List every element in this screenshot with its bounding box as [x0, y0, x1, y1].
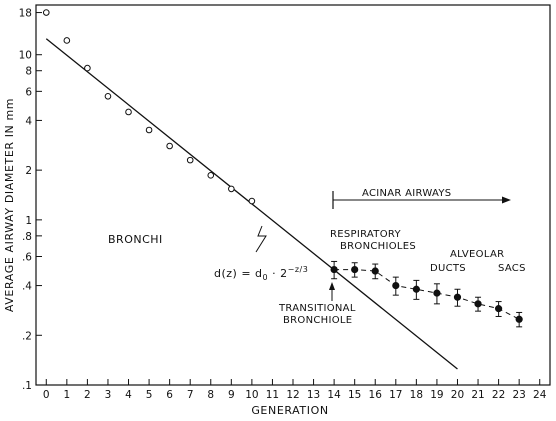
x-tick-label-19: 19: [430, 389, 443, 401]
x-tick-label-17: 17: [389, 389, 402, 401]
filled-point-4: [412, 285, 420, 293]
filled-point-8: [494, 305, 503, 313]
formula-exponent: −z/3: [288, 265, 309, 274]
annotation-transitional: TRANSITIONAL: [278, 303, 356, 314]
acinar-dashed-line-group: [334, 269, 520, 320]
y-tick-label-9: 8: [25, 66, 32, 78]
x-tick-label-12: 12: [286, 389, 299, 401]
y-tick-label-5: 1: [25, 215, 32, 227]
x-tick-label-1: 1: [63, 389, 70, 401]
filled-point-2: [371, 267, 379, 275]
annotation-bronchioles: BRONCHIOLES: [340, 241, 416, 252]
filled-point-1: [351, 265, 359, 274]
y-tick-label-0: .1: [22, 380, 32, 392]
y-tick-label-8: 6: [25, 86, 32, 98]
x-tick-label-9: 9: [228, 389, 235, 401]
y-tick-label-11: 18: [19, 8, 32, 20]
open-point-0: [42, 9, 50, 16]
filled-point-0: [330, 265, 338, 274]
annotation-sacs: SACS: [498, 263, 526, 274]
annotation-respiratory: RESPIRATORY: [330, 229, 401, 240]
y-tick-label-1: .2: [22, 330, 32, 342]
x-tick-label-14: 14: [327, 389, 341, 401]
transitional-arrow-head: [329, 282, 335, 290]
x-tick-label-22: 22: [492, 389, 505, 401]
x-tick-label-21: 21: [471, 389, 484, 401]
annotation-ducts: DUCTS: [430, 263, 466, 274]
formula: d(z) = d0 · 2−z/3: [214, 265, 308, 282]
x-tick-label-3: 3: [105, 389, 112, 401]
open-point-8: [207, 172, 215, 179]
filled-point-9: [515, 315, 523, 323]
annotation-bronchiole: BRONCHIOLE: [283, 315, 352, 326]
formula-middle: · 2: [268, 267, 288, 280]
acinar-dashed-line: [334, 269, 520, 320]
x-tick-label-13: 13: [307, 389, 320, 401]
filled-point-5: [433, 289, 441, 297]
x-axis-ticks: 0 1 2 3 4 5 6 7 8 9 10 11 12 13 14 15 16 17 18 19 20 21 22 23 24: [43, 379, 547, 401]
formula-main: d(z) = d: [214, 267, 263, 280]
open-point-3: [104, 92, 112, 100]
x-tick-label-10: 10: [245, 389, 258, 401]
y-tick-label-10: 10: [19, 50, 32, 62]
x-tick-label-7: 7: [187, 389, 194, 401]
open-point-4: [125, 108, 132, 116]
filled-point-6: [453, 293, 462, 301]
y-tick-label-6: 2: [25, 165, 32, 177]
x-axis-label: GENERATION: [251, 404, 328, 417]
y-axis-label: AVERAGE AIRWAY DIAMETER IN mm: [3, 98, 16, 312]
y-tick-label-3: .6: [22, 251, 32, 263]
x-tick-label-11: 11: [266, 389, 279, 401]
x-tick-label-4: 4: [125, 389, 132, 401]
y-tick-label-2: .4: [22, 281, 32, 293]
x-tick-label-20: 20: [451, 389, 464, 401]
y-tick-label-7: 4: [25, 115, 32, 127]
open-point-1: [63, 37, 71, 44]
x-tick-label-15: 15: [348, 389, 361, 401]
open-point-7: [186, 156, 194, 164]
annotation-alveolar: ALVEOLAR: [450, 249, 504, 260]
formula-subscript: 0: [263, 273, 269, 282]
x-tick-label-24: 24: [533, 389, 547, 401]
x-tick-label-16: 16: [369, 389, 383, 401]
annotation-bronchi: BRONCHI: [108, 233, 163, 246]
x-tick-label-8: 8: [207, 389, 214, 401]
open-point-5: [145, 126, 153, 134]
y-tick-label-4: .8: [22, 231, 32, 243]
open-point-9: [228, 185, 235, 193]
annotation-acinar-airways: ACINAR AIRWAYS: [362, 188, 451, 199]
formula-leader: [255, 225, 267, 253]
y-axis-ticks: .1 .2 .4 .6 .8 1 2 4 6 8 10 18: [19, 8, 42, 392]
data-points: [42, 9, 523, 328]
x-tick-label-6: 6: [166, 389, 173, 401]
x-tick-label-0: 0: [43, 389, 50, 401]
plot-frame: [35, 4, 551, 386]
open-point-2: [84, 64, 91, 72]
filled-point-3: [392, 281, 400, 290]
x-tick-label-23: 23: [512, 389, 525, 401]
x-tick-label-18: 18: [410, 389, 423, 401]
x-tick-label-5: 5: [146, 389, 153, 401]
x-tick-label-2: 2: [84, 389, 91, 401]
filled-point-7: [474, 300, 482, 308]
open-point-10: [248, 197, 256, 205]
acinar-arrow-head: [502, 196, 511, 204]
open-point-6: [166, 142, 173, 150]
